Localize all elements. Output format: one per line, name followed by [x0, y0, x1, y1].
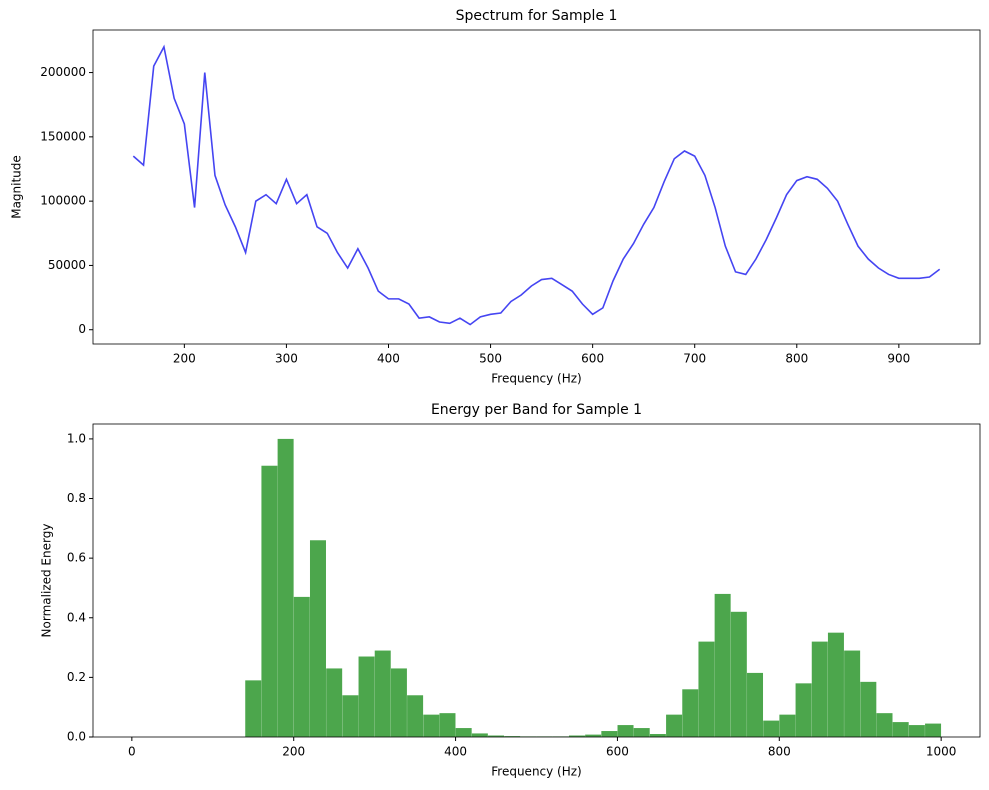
bar — [714, 593, 731, 737]
bar — [617, 725, 634, 737]
y-tick-label: 0.0 — [67, 730, 86, 744]
bar — [763, 720, 780, 737]
x-tick-label: 500 — [479, 352, 502, 366]
bar — [730, 611, 747, 737]
bar — [779, 714, 796, 737]
y-tick-label: 0.6 — [67, 551, 86, 565]
y-tick-label: 200000 — [40, 65, 86, 79]
bar — [358, 656, 375, 737]
bar — [568, 735, 585, 737]
chart-title: Energy per Band for Sample 1 — [431, 402, 642, 418]
bar — [261, 465, 278, 737]
x-tick-label: 200 — [173, 352, 196, 366]
x-tick-label: 800 — [768, 745, 791, 759]
y-tick-label: 150000 — [40, 129, 86, 143]
x-axis-label: Frequency (Hz) — [491, 372, 582, 386]
bar — [876, 713, 893, 737]
x-tick-label: 700 — [683, 352, 706, 366]
x-tick-label: 0 — [128, 745, 136, 759]
x-tick-label: 800 — [785, 352, 808, 366]
plot-frame — [92, 29, 981, 345]
x-tick-label: 300 — [275, 352, 298, 366]
y-tick-label: 100000 — [40, 194, 86, 208]
bar — [666, 714, 683, 737]
bar — [455, 728, 472, 737]
x-tick-label: 900 — [887, 352, 910, 366]
y-tick-label: 0 — [78, 322, 86, 336]
x-tick-label: 600 — [581, 352, 604, 366]
bar — [488, 735, 505, 737]
bar — [390, 668, 407, 737]
bar — [326, 668, 343, 737]
chart-title: Spectrum for Sample 1 — [456, 8, 618, 24]
bar — [860, 681, 877, 737]
bar — [504, 736, 521, 737]
bar — [293, 596, 310, 737]
bar — [439, 713, 456, 737]
bar — [601, 731, 618, 737]
y-tick-label: 0.2 — [67, 670, 86, 684]
bar — [698, 641, 715, 737]
y-tick-label: 1.0 — [67, 431, 86, 445]
bar — [649, 734, 666, 737]
x-tick-label: 400 — [377, 352, 400, 366]
bar — [844, 650, 861, 737]
bar — [747, 672, 764, 737]
bar — [423, 714, 440, 737]
bar — [795, 683, 812, 737]
y-tick-label: 50000 — [48, 258, 86, 272]
x-tick-label: 400 — [444, 745, 467, 759]
bar — [342, 695, 359, 737]
bar — [827, 632, 844, 737]
bar — [908, 725, 925, 737]
bar — [245, 680, 262, 737]
x-tick-label: 1000 — [926, 745, 957, 759]
plot-frame — [92, 423, 981, 738]
bar — [407, 695, 424, 737]
y-tick-label: 0.8 — [67, 491, 86, 505]
x-axis-label: Frequency (Hz) — [491, 765, 582, 779]
bar — [811, 641, 828, 737]
y-axis-label: Normalized Energy — [40, 524, 54, 638]
x-tick-label: 600 — [606, 745, 629, 759]
bar — [374, 650, 391, 737]
bar — [633, 728, 650, 737]
bar — [471, 733, 488, 737]
y-axis-label: Magnitude — [10, 155, 24, 219]
bar — [892, 722, 909, 737]
y-tick-label: 0.4 — [67, 610, 86, 624]
x-tick-label: 200 — [282, 745, 305, 759]
bar — [277, 438, 294, 737]
bar — [682, 689, 699, 737]
bar — [585, 734, 602, 737]
bar — [309, 540, 326, 737]
spectrum-line — [132, 44, 941, 326]
bar — [925, 723, 942, 737]
